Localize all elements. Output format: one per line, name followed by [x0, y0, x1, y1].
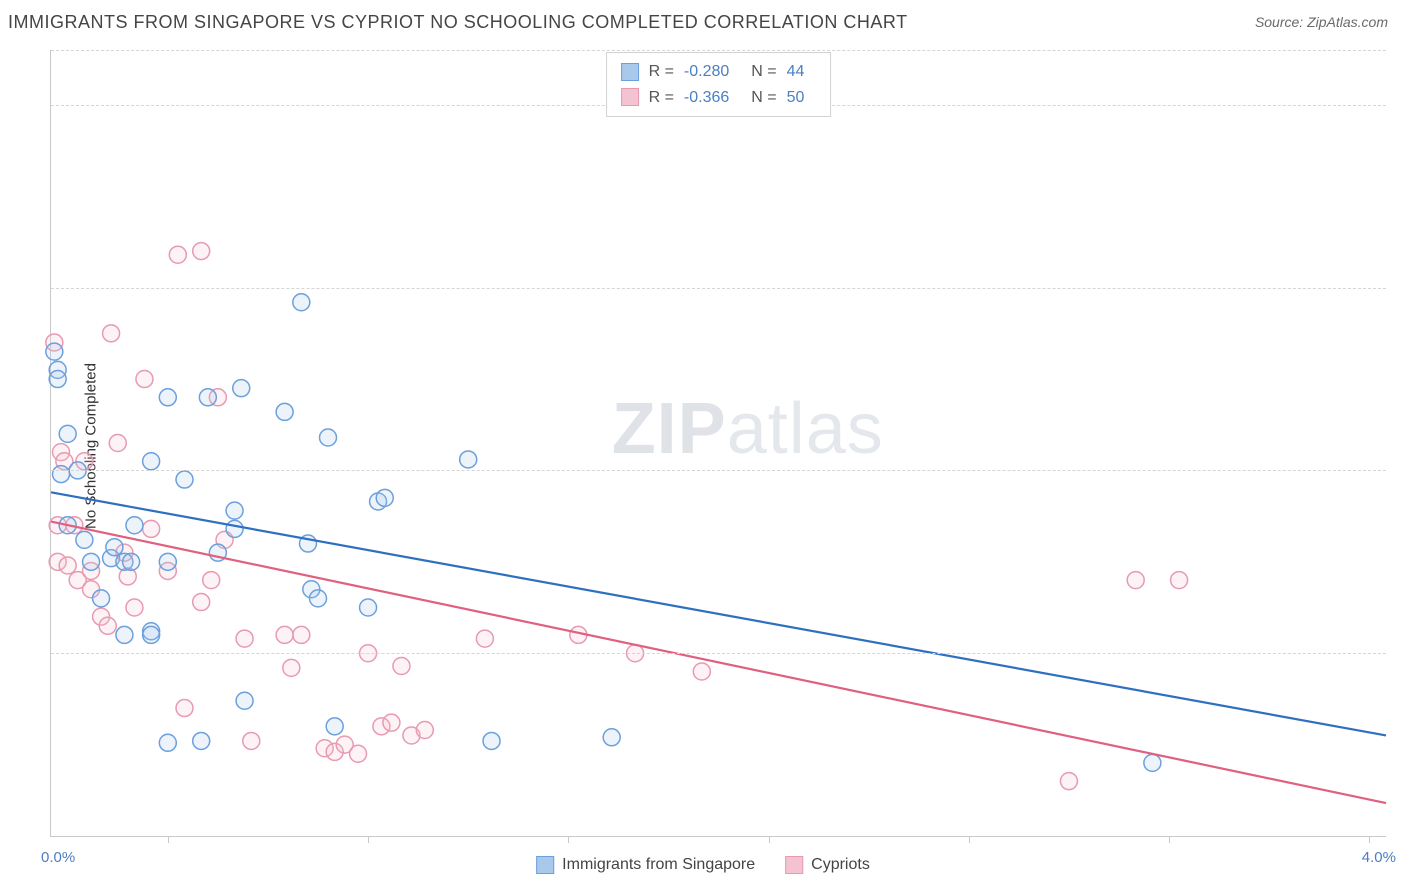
- legend-row-cypriot: R = -0.366 N = 50: [621, 85, 817, 111]
- gridline: [51, 653, 1386, 654]
- data-point: [83, 553, 100, 570]
- data-point: [49, 371, 66, 388]
- legend-row-singapore: R = -0.280 N = 44: [621, 59, 817, 85]
- data-point: [393, 658, 410, 675]
- gridline: [51, 288, 1386, 289]
- data-point: [53, 466, 70, 483]
- data-point: [109, 435, 126, 452]
- data-point: [236, 630, 253, 647]
- chart-title: IMMIGRANTS FROM SINGAPORE VS CYPRIOT NO …: [8, 12, 908, 32]
- data-point: [276, 626, 293, 643]
- data-point: [136, 371, 153, 388]
- r-label: R =: [649, 85, 674, 111]
- data-point: [1144, 754, 1161, 771]
- data-point: [460, 451, 477, 468]
- r-value-singapore: -0.280: [684, 59, 729, 85]
- trend-line: [51, 522, 1386, 803]
- swatch-cypriot: [621, 88, 639, 106]
- scatter-plot-svg: [51, 50, 1386, 836]
- data-point: [350, 745, 367, 762]
- x-tick-mark: [168, 836, 169, 843]
- data-point: [143, 520, 160, 537]
- x-tick-mark: [1169, 836, 1170, 843]
- data-point: [226, 520, 243, 537]
- data-point: [243, 732, 260, 749]
- data-point: [126, 517, 143, 534]
- data-point: [159, 734, 176, 751]
- x-tick-mark: [769, 836, 770, 843]
- data-point: [169, 246, 186, 263]
- data-point: [376, 489, 393, 506]
- data-point: [46, 343, 63, 360]
- data-point: [476, 630, 493, 647]
- n-label: N =: [751, 85, 776, 111]
- x-axis-max-label: 4.0%: [1362, 849, 1396, 866]
- r-value-cypriot: -0.366: [684, 85, 729, 111]
- data-point: [693, 663, 710, 680]
- x-tick-mark: [969, 836, 970, 843]
- data-point: [1060, 773, 1077, 790]
- data-point: [159, 553, 176, 570]
- data-point: [199, 389, 216, 406]
- x-tick-mark: [568, 836, 569, 843]
- data-point: [320, 429, 337, 446]
- n-value-cypriot: 50: [787, 85, 805, 111]
- x-tick-mark: [368, 836, 369, 843]
- data-point: [416, 721, 433, 738]
- source-attribution: Source: ZipAtlas.com: [1255, 14, 1388, 30]
- legend-item-singapore: Immigrants from Singapore: [536, 856, 755, 874]
- data-point: [116, 626, 133, 643]
- data-point: [226, 502, 243, 519]
- legend-label-cypriot: Cypriots: [811, 856, 870, 874]
- gridline: [51, 470, 1386, 471]
- data-point: [59, 425, 76, 442]
- data-point: [103, 325, 120, 342]
- data-point: [326, 718, 343, 735]
- data-point: [176, 700, 193, 717]
- swatch-singapore: [536, 856, 554, 874]
- x-tick-mark: [1369, 836, 1370, 843]
- data-point: [603, 729, 620, 746]
- correlation-legend: R = -0.280 N = 44 R = -0.366 N = 50: [606, 52, 832, 117]
- data-point: [159, 389, 176, 406]
- gridline: [51, 50, 1386, 51]
- data-point: [106, 539, 123, 556]
- data-point: [293, 626, 310, 643]
- data-point: [193, 732, 210, 749]
- legend-item-cypriot: Cypriots: [785, 856, 870, 874]
- chart-plot-area: ZIPatlas R = -0.280 N = 44 R = -0.366 N …: [50, 50, 1386, 837]
- data-point: [276, 403, 293, 420]
- swatch-cypriot: [785, 856, 803, 874]
- data-point: [283, 659, 300, 676]
- r-label: R =: [649, 59, 674, 85]
- data-point: [59, 557, 76, 574]
- data-point: [143, 626, 160, 643]
- data-point: [360, 599, 377, 616]
- x-axis-min-label: 0.0%: [41, 849, 75, 866]
- data-point: [193, 594, 210, 611]
- data-point: [293, 294, 310, 311]
- data-point: [176, 471, 193, 488]
- series-legend: Immigrants from Singapore Cypriots: [536, 856, 870, 874]
- data-point: [310, 590, 327, 607]
- data-point: [203, 572, 220, 589]
- data-point: [236, 692, 253, 709]
- data-point: [123, 553, 140, 570]
- data-point: [233, 380, 250, 397]
- data-point: [483, 732, 500, 749]
- data-point: [193, 243, 210, 260]
- n-label: N =: [751, 59, 776, 85]
- data-point: [143, 453, 160, 470]
- swatch-singapore: [621, 63, 639, 81]
- chart-header: IMMIGRANTS FROM SINGAPORE VS CYPRIOT NO …: [8, 12, 1398, 42]
- n-value-singapore: 44: [787, 59, 805, 85]
- data-point: [93, 590, 110, 607]
- data-point: [126, 599, 143, 616]
- data-point: [1171, 572, 1188, 589]
- data-point: [99, 617, 116, 634]
- data-point: [76, 531, 93, 548]
- legend-label-singapore: Immigrants from Singapore: [562, 856, 755, 874]
- data-point: [1127, 572, 1144, 589]
- data-point: [383, 714, 400, 731]
